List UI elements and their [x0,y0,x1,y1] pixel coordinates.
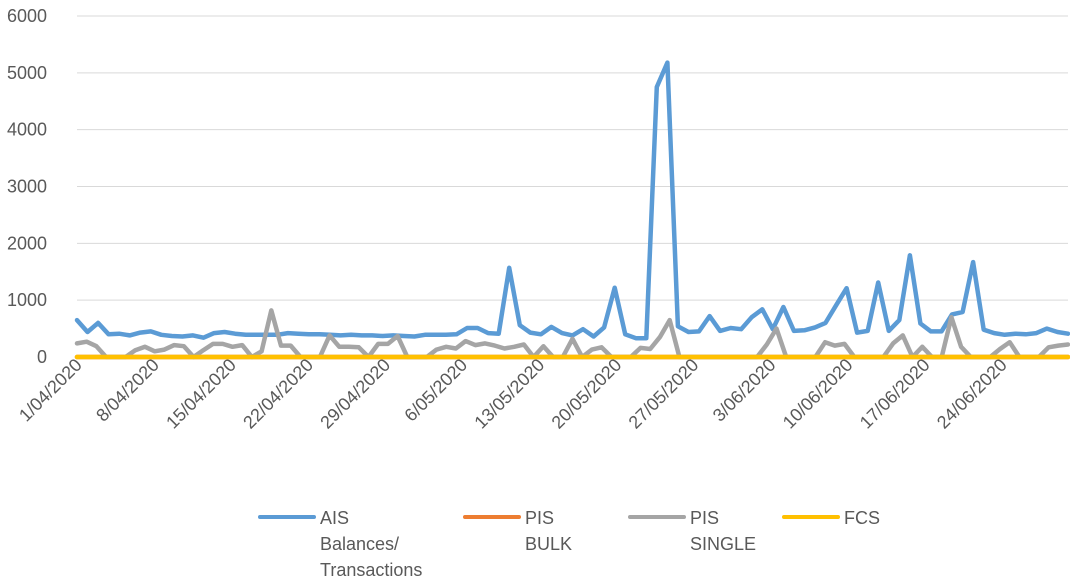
x-tick-label: 3/06/2020 [709,355,780,426]
x-tick-label: 6/05/2020 [400,355,471,426]
x-tick-label: 15/04/2020 [162,355,240,433]
legend-swatch-ais [258,515,316,519]
series-line-pis-single [74,308,1070,360]
y-tick-label: 2000 [7,233,47,253]
legend-label-fcs-line1: FCS [844,508,880,528]
legend-label-ais-line1: AIS [320,508,350,528]
series-line-ais-balances-transactions [74,60,1070,341]
x-tick-label: 24/06/2020 [933,355,1011,433]
legend-label-pis-bulk-line1: PIS [525,508,555,528]
legend-swatch-fcs [782,515,840,519]
legend-label-fcs: FCS [844,505,880,531]
y-tick-label: 0 [37,347,47,367]
legend-label-ais-line3: Transactions [320,560,423,580]
legend-label-pis-bulk: PIS BULK [525,505,572,557]
y-tick-label: 5000 [7,63,47,83]
x-tick-label: 27/05/2020 [625,355,703,433]
gridlines [77,15,1068,358]
legend-label-ais: AIS Balances/ Transactions [320,505,422,583]
legend-item-ais: AIS Balances/ Transactions [258,505,422,583]
x-tick-label: 1/04/2020 [15,355,86,426]
legend-label-pis-single-line2: SINGLE [690,534,757,554]
series-lines [74,60,1070,360]
x-tick-label: 22/04/2020 [239,355,317,433]
x-tick-label: 13/05/2020 [470,355,548,433]
x-tick-label: 20/05/2020 [548,355,626,433]
legend-label-pis-single: PIS SINGLE [690,505,756,557]
y-tick-label: 6000 [7,6,47,26]
legend-item-fcs: FCS [782,505,880,531]
x-tick-label: 10/06/2020 [779,355,857,433]
y-tick-label: 4000 [7,120,47,140]
x-axis-ticks: 1/04/2020 8/04/2020 15/04/2020 22/04/2020 29… [15,355,1011,433]
x-tick-label: 17/06/2020 [856,355,934,433]
y-axis-ticks: 0 1000 2000 3000 4000 5000 6000 [7,6,47,367]
y-tick-label: 1000 [7,290,47,310]
y-tick-label: 3000 [7,177,47,197]
x-tick-label: 29/04/2020 [316,355,394,433]
legend-item-pis-bulk: PIS BULK [463,505,572,557]
chart-svg: 0 1000 2000 3000 4000 5000 6000 1/04/2020 8/04/… [7,6,1070,433]
legend: AIS Balances/ Transactions PIS BULK PIS … [0,505,1070,585]
legend-swatch-pis-single [628,515,686,519]
x-tick-label: 8/04/2020 [92,355,163,426]
legend-label-pis-bulk-line2: BULK [525,534,573,554]
legend-label-ais-line2: Balances/ [320,534,400,554]
legend-label-pis-single-line1: PIS [690,508,720,528]
legend-item-pis-single: PIS SINGLE [628,505,756,557]
legend-swatch-pis-bulk [463,515,521,519]
